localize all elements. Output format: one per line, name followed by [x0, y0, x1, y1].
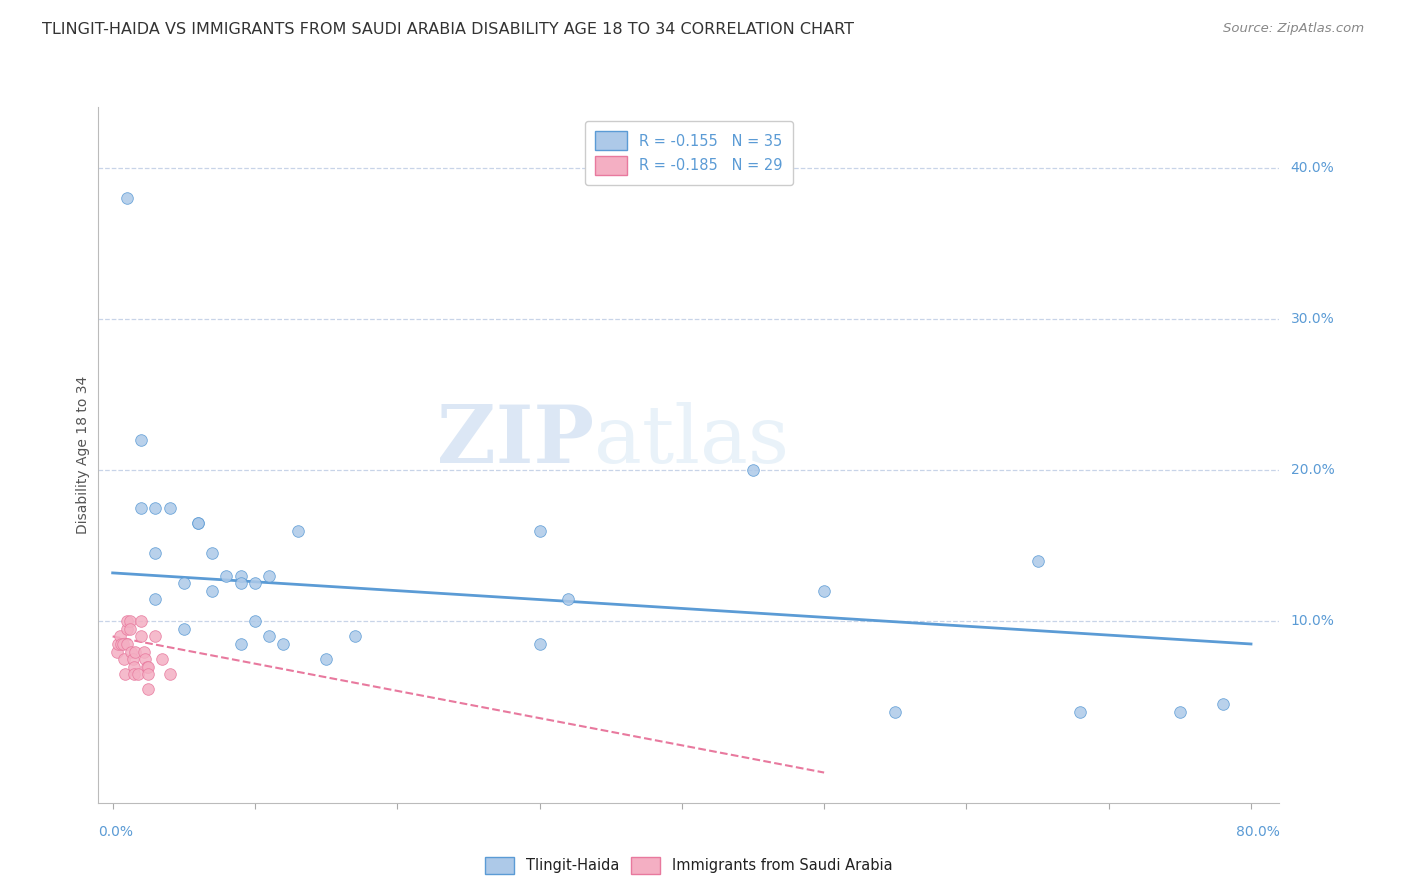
Point [143, 629, 166, 643]
Point [111, 637, 134, 651]
Point [110, 637, 132, 651]
Point [124, 644, 146, 658]
Point [257, 569, 280, 583]
Point [120, 644, 142, 658]
Point [132, 644, 155, 658]
Point [107, 637, 129, 651]
Point [229, 637, 252, 651]
Point [884, 705, 907, 719]
Point [187, 516, 209, 530]
Point [115, 622, 138, 636]
Point [129, 629, 152, 643]
Point [118, 622, 141, 636]
Point [1212, 698, 1234, 712]
Point [159, 667, 181, 681]
Point [129, 433, 152, 447]
Point [143, 500, 166, 515]
Point [287, 524, 309, 538]
Point [129, 500, 152, 515]
Point [118, 615, 141, 629]
Point [201, 546, 224, 560]
Point [135, 659, 157, 673]
Point [229, 569, 252, 583]
Point [201, 584, 224, 599]
Point [136, 659, 159, 673]
Text: 20.0%: 20.0% [1291, 463, 1334, 477]
Point [108, 629, 131, 643]
Point [121, 652, 143, 666]
Text: TLINGIT-HAIDA VS IMMIGRANTS FROM SAUDI ARABIA DISABILITY AGE 18 TO 34 CORRELATIO: TLINGIT-HAIDA VS IMMIGRANTS FROM SAUDI A… [42, 22, 855, 37]
Point [143, 546, 166, 560]
Point [127, 667, 149, 681]
Point [114, 667, 136, 681]
Point [315, 652, 337, 666]
Point [112, 652, 135, 666]
Point [134, 652, 156, 666]
Point [173, 576, 195, 591]
Point [187, 516, 209, 530]
Point [136, 667, 159, 681]
Text: 0.0%: 0.0% [98, 825, 134, 839]
Point [343, 629, 366, 643]
Point [159, 500, 181, 515]
Text: 30.0%: 30.0% [1291, 312, 1334, 326]
Point [105, 644, 128, 658]
Text: 40.0%: 40.0% [1291, 161, 1334, 175]
Legend: R = -0.155   N = 35, R = -0.185   N = 29: R = -0.155 N = 35, R = -0.185 N = 29 [585, 121, 793, 185]
Text: 10.0%: 10.0% [1291, 615, 1334, 628]
Point [152, 652, 174, 666]
Point [557, 591, 579, 606]
Point [122, 667, 145, 681]
Point [273, 637, 295, 651]
Point [115, 191, 138, 205]
Point [1069, 705, 1091, 719]
Point [136, 682, 159, 697]
Point [529, 524, 551, 538]
Point [1168, 705, 1191, 719]
Point [257, 629, 280, 643]
Point [215, 569, 238, 583]
Point [1026, 554, 1049, 568]
Point [173, 622, 195, 636]
Y-axis label: Disability Age 18 to 34: Disability Age 18 to 34 [76, 376, 90, 534]
Point [143, 591, 166, 606]
Point [122, 659, 145, 673]
Text: Source: ZipAtlas.com: Source: ZipAtlas.com [1223, 22, 1364, 36]
Text: atlas: atlas [595, 402, 790, 480]
Point [229, 576, 252, 591]
Point [115, 637, 138, 651]
Legend: Tlingit-Haida, Immigrants from Saudi Arabia: Tlingit-Haida, Immigrants from Saudi Ara… [479, 851, 898, 880]
Point [129, 615, 152, 629]
Point [243, 615, 266, 629]
Text: ZIP: ZIP [437, 402, 595, 480]
Point [243, 576, 266, 591]
Point [115, 615, 138, 629]
Point [742, 463, 765, 477]
Text: 80.0%: 80.0% [1236, 825, 1279, 839]
Point [529, 637, 551, 651]
Point [813, 584, 835, 599]
